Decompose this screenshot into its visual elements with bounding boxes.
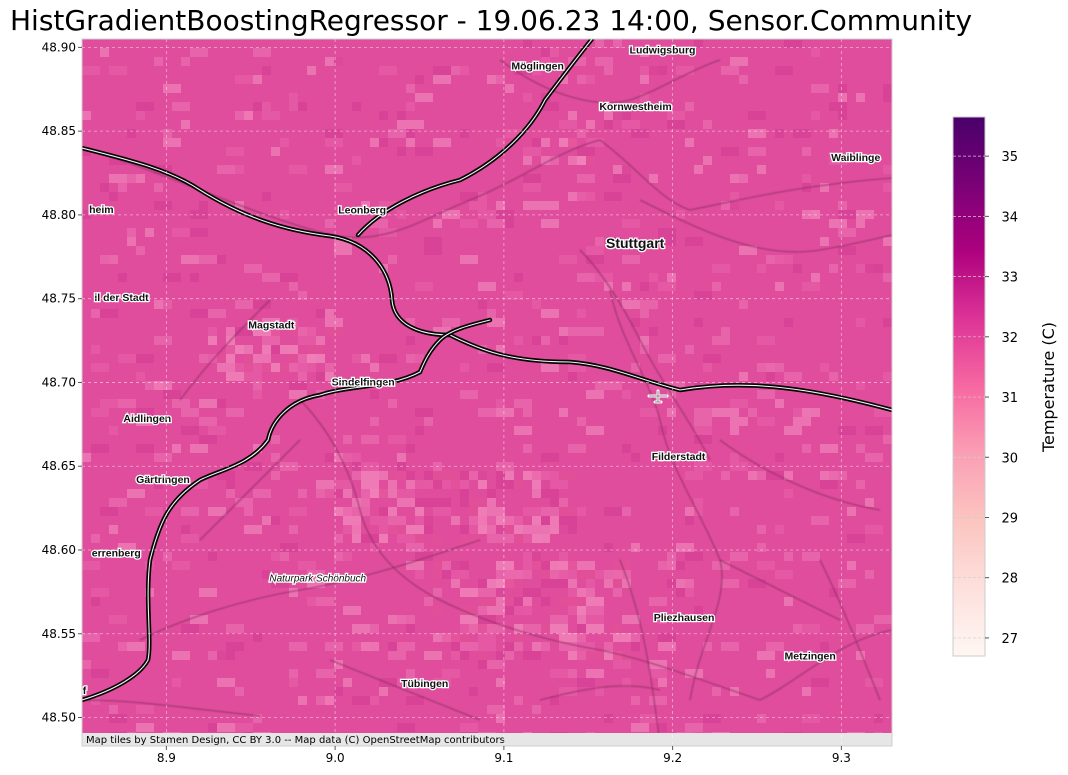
- y-tick-label: 48.55: [42, 627, 76, 641]
- x-tick-label: 9.1: [494, 751, 513, 765]
- colorbar-label: Temperature (C): [1039, 322, 1058, 453]
- colorbar-tick-label: 30: [1001, 451, 1018, 466]
- place-label-filderstadt: Filderstadt: [652, 451, 706, 463]
- y-tick-label: 48.90: [42, 40, 76, 54]
- place-labels: Ludwigsburg Möglingen Kornwestheim Waibling…: [82, 43, 882, 698]
- colorbar-bar: [952, 116, 986, 657]
- x-axis: 8.9 9.0 9.1 9.2 9.3: [157, 746, 851, 765]
- colorbar-tick-label: 27: [1001, 632, 1018, 647]
- y-tick-label: 48.75: [42, 292, 76, 306]
- place-label-leonberg: Leonberg: [338, 205, 386, 217]
- place-label-g-rtringen: Gärtringen: [136, 474, 190, 486]
- y-tick-label: 48.50: [42, 711, 76, 725]
- place-label-metzingen: Metzingen: [784, 651, 835, 663]
- y-tick-label: 48.65: [42, 459, 76, 473]
- grid-lines: [82, 39, 892, 746]
- colorbar-tick-label: 32: [1001, 331, 1018, 346]
- x-tick-label: 9.3: [832, 751, 851, 765]
- place-label-sindelfingen: Sindelfingen: [332, 376, 395, 388]
- attribution-background: [82, 733, 892, 746]
- y-tick-label: 48.85: [42, 124, 76, 138]
- colorbar-ticks: 27 28 29 30 31 32 33 34 35: [953, 150, 1018, 647]
- plot-frame: [81, 38, 893, 747]
- highways: [82, 39, 892, 703]
- plot-title: HistGradientBoostingRegressor - 19.06.23…: [10, 4, 973, 37]
- road-network: [82, 59, 892, 746]
- place-label-waiblinge: Waiblinge: [831, 152, 880, 164]
- colorbar-tick-label: 33: [1001, 271, 1018, 286]
- colorbar-tick-label: 34: [1001, 210, 1018, 225]
- place-label-m-glingen: Möglingen: [511, 60, 564, 72]
- colorbar-tick-label: 28: [1001, 572, 1018, 587]
- colorbar: 27 28 29 30 31 32 33 34 35 Temperature (C): [952, 116, 1058, 657]
- x-tick-label: 9.0: [326, 751, 345, 765]
- place-label-pliezhausen: Pliezhausen: [654, 612, 715, 624]
- place-label-kornwestheim: Kornwestheim: [599, 101, 671, 113]
- x-tick-label: 8.9: [157, 751, 176, 765]
- place-label-t-bingen: Tübingen: [401, 678, 448, 690]
- place-label-heim: heim: [89, 204, 114, 216]
- y-axis: 48.50 48.55 48.60 48.65 48.70 48.75 48.80 48.85…: [42, 40, 82, 725]
- map-attribution: Map tiles by Stamen Design, CC BY 3.0 --…: [86, 735, 505, 746]
- colorbar-tick-label: 29: [1001, 511, 1018, 526]
- y-tick-label: 48.70: [42, 375, 76, 389]
- colorbar-tick-label: 35: [1001, 150, 1018, 165]
- place-label-stuttgart: Stuttgart: [606, 235, 665, 251]
- map-plot-area[interactable]: Ludwigsburg Möglingen Kornwestheim Waibling…: [82, 39, 901, 750]
- place-label-errenberg: errenberg: [92, 547, 141, 559]
- place-label-il-der-stadt: il der Stadt: [94, 292, 149, 304]
- place-label-magstadt: Magstadt: [248, 320, 295, 332]
- x-tick-label: 9.2: [663, 751, 682, 765]
- colorbar-tick-label: 31: [1001, 391, 1018, 406]
- place-label-f: f: [83, 685, 87, 697]
- place-label-naturpark-sch-nbuch: Naturpark Schönbuch: [269, 573, 366, 584]
- place-label-ludwigsburg: Ludwigsburg: [630, 45, 696, 57]
- y-tick-label: 48.60: [42, 543, 76, 557]
- airplane-icon: [647, 389, 669, 404]
- place-label-aidlingen: Aidlingen: [123, 413, 171, 425]
- y-tick-label: 48.80: [42, 208, 76, 222]
